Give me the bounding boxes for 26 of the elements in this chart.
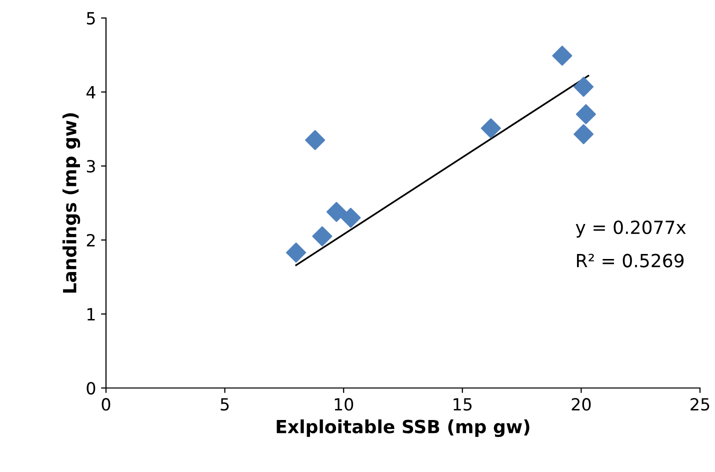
point [552, 46, 572, 66]
y-tick-label: 1 [88, 308, 95, 320]
point [480, 118, 501, 138]
y-axis-title: Landings (mp gw) [62, 113, 80, 293]
x-axis-title: Exlploitable SSB (mp gw) [276, 419, 530, 438]
point [574, 76, 594, 97]
x-tick-label: 0 [102, 398, 110, 411]
x-tick-label: 15 [454, 398, 472, 411]
annotation: R² = 0.5269 [577, 254, 684, 268]
y-tick-label: 2 [86, 234, 95, 246]
point [576, 104, 596, 124]
y-tick-label: 5 [86, 12, 95, 25]
y-tick-label: 0 [86, 382, 96, 395]
x-tick-label: 5 [220, 398, 229, 411]
annotation: y = 0.2077x [576, 220, 686, 238]
point [312, 226, 332, 246]
point [340, 208, 361, 228]
x-tick-label: 25 [690, 398, 710, 411]
x-tick-label: 20 [572, 398, 591, 411]
x-tick-label: 10 [334, 398, 354, 411]
point [574, 124, 594, 144]
point [326, 202, 346, 222]
point [286, 242, 306, 263]
y-tick-label: 4 [86, 86, 96, 98]
y-tick-label: 3 [86, 160, 95, 173]
point [305, 130, 326, 150]
